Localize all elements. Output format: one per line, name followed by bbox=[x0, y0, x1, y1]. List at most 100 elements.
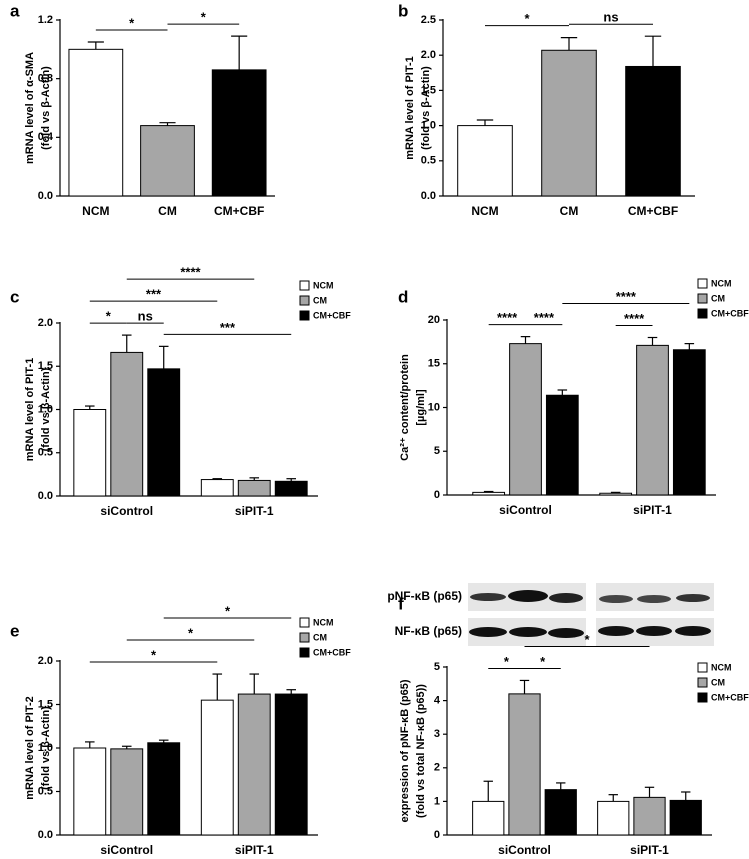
legend-swatch bbox=[299, 310, 310, 321]
y-tick-label: 1.5 bbox=[38, 360, 53, 372]
chart-panel: d Ca²⁺ content/protein [µg/ml] 0 5 10 15 20 siCo… bbox=[398, 278, 749, 517]
significance-label: **** bbox=[180, 265, 201, 280]
blot-label: pNF-κB (p65) bbox=[387, 589, 462, 603]
y-axis-label: (fold vs β-Actin) bbox=[40, 66, 52, 150]
legend-label: NCM bbox=[711, 278, 732, 288]
legend-swatch bbox=[299, 647, 310, 658]
y-tick-label: 1 bbox=[434, 795, 440, 807]
legend-label: CM+CBF bbox=[313, 647, 351, 657]
bar bbox=[625, 65, 681, 197]
bar bbox=[509, 343, 542, 496]
x-tick-label: siPIT-1 bbox=[235, 843, 274, 854]
western-blot bbox=[468, 583, 714, 646]
blot-band bbox=[637, 595, 671, 603]
significance-label: * bbox=[151, 647, 157, 662]
panel-letter: d bbox=[398, 287, 408, 306]
blot-label: NF-κB (p65) bbox=[395, 624, 462, 638]
x-tick-label: CM bbox=[560, 204, 579, 218]
blot-band bbox=[508, 590, 548, 602]
bar bbox=[545, 394, 579, 496]
y-tick-label: 0.0 bbox=[38, 490, 53, 502]
x-tick-label: siControl bbox=[100, 843, 153, 854]
y-tick-label: 1.0 bbox=[421, 120, 436, 132]
x-tick-label: NCM bbox=[471, 204, 498, 218]
y-tick-label: 0.4 bbox=[38, 131, 54, 143]
bar bbox=[147, 742, 181, 836]
panel-letter: e bbox=[10, 621, 19, 640]
panel-letter: f bbox=[398, 594, 404, 613]
significance-label: **** bbox=[497, 310, 518, 325]
y-tick-label: 10 bbox=[428, 401, 440, 413]
legend-swatch bbox=[299, 632, 310, 643]
significance-label: * bbox=[188, 625, 194, 640]
y-tick-label: 0.5 bbox=[421, 155, 436, 167]
bar bbox=[68, 48, 124, 197]
bar bbox=[274, 693, 308, 836]
legend-swatch bbox=[299, 295, 310, 306]
bar bbox=[633, 796, 666, 836]
x-tick-label: siPIT-1 bbox=[235, 504, 274, 518]
significance-label: * bbox=[106, 309, 112, 324]
chart-panel: e mRNA level of PIT-2 (fold vs β-Actin) 0.0… bbox=[10, 603, 351, 857]
bar bbox=[140, 125, 195, 197]
significance-label: **** bbox=[616, 289, 637, 304]
blot-band bbox=[675, 626, 711, 636]
bar bbox=[508, 693, 541, 836]
bar bbox=[237, 693, 271, 836]
significance-label: ns bbox=[603, 10, 618, 25]
y-tick-label: 20 bbox=[428, 314, 440, 326]
blot-band bbox=[676, 594, 710, 602]
legend-swatch bbox=[697, 662, 708, 673]
bar bbox=[541, 49, 597, 197]
bar bbox=[636, 344, 669, 496]
x-tick-label: siControl bbox=[100, 504, 153, 518]
y-tick-label: 1.5 bbox=[38, 698, 53, 710]
legend-label: CM+CBF bbox=[711, 308, 749, 318]
legend-swatch bbox=[697, 278, 708, 289]
y-tick-label: 2.0 bbox=[38, 655, 53, 667]
bar bbox=[110, 351, 144, 497]
y-tick-label: 1.0 bbox=[38, 742, 53, 754]
y-tick-label: 0.5 bbox=[38, 447, 53, 459]
significance-label: **** bbox=[624, 311, 645, 326]
legend-label: CM bbox=[313, 295, 327, 305]
significance-label: * bbox=[225, 603, 231, 618]
legend-label: CM bbox=[711, 293, 725, 303]
y-axis-label: mRNA level of α-SMA bbox=[24, 52, 36, 164]
y-tick-label: 15 bbox=[428, 358, 440, 370]
legend-swatch bbox=[697, 677, 708, 688]
y-tick-label: 5 bbox=[434, 445, 440, 457]
significance-label: * bbox=[540, 654, 546, 669]
y-tick-label: 1.2 bbox=[38, 14, 53, 26]
legend-label: CM bbox=[711, 677, 725, 687]
y-tick-label: 0 bbox=[434, 489, 440, 501]
legend-swatch bbox=[697, 692, 708, 703]
legend-swatch bbox=[697, 293, 708, 304]
y-tick-label: 1.5 bbox=[421, 84, 436, 96]
y-tick-label: 0 bbox=[434, 829, 440, 841]
x-tick-label: CM+CBF bbox=[628, 204, 678, 218]
y-tick-label: 2.0 bbox=[38, 317, 53, 329]
y-axis-label: [µg/ml] bbox=[415, 389, 427, 426]
y-tick-label: 1.0 bbox=[38, 403, 53, 415]
x-tick-label: NCM bbox=[82, 204, 109, 218]
blot-band bbox=[636, 626, 672, 636]
y-tick-label: 2.0 bbox=[421, 49, 436, 61]
legend-label: CM+CBF bbox=[313, 310, 351, 320]
x-tick-label: CM+CBF bbox=[214, 204, 264, 218]
chart-panel: a mRNA level of α-SMA (fold vs β-Actin) 0.0… bbox=[10, 1, 275, 218]
significance-label: * bbox=[524, 11, 530, 26]
bar bbox=[200, 699, 234, 836]
blot-band bbox=[470, 593, 506, 601]
legend-swatch bbox=[299, 617, 310, 628]
bar bbox=[211, 69, 267, 197]
chart-panel: c mRNA level of PIT-1 (fold vs β-Actin) 0.0… bbox=[10, 265, 351, 519]
significance-label: * bbox=[584, 632, 590, 647]
panel-letter: a bbox=[10, 1, 20, 20]
significance-label: * bbox=[129, 15, 135, 30]
y-tick-label: 0.0 bbox=[38, 829, 53, 841]
legend-label: NCM bbox=[313, 617, 334, 627]
x-tick-label: CM bbox=[158, 204, 177, 218]
significance-label: ns bbox=[138, 309, 153, 324]
